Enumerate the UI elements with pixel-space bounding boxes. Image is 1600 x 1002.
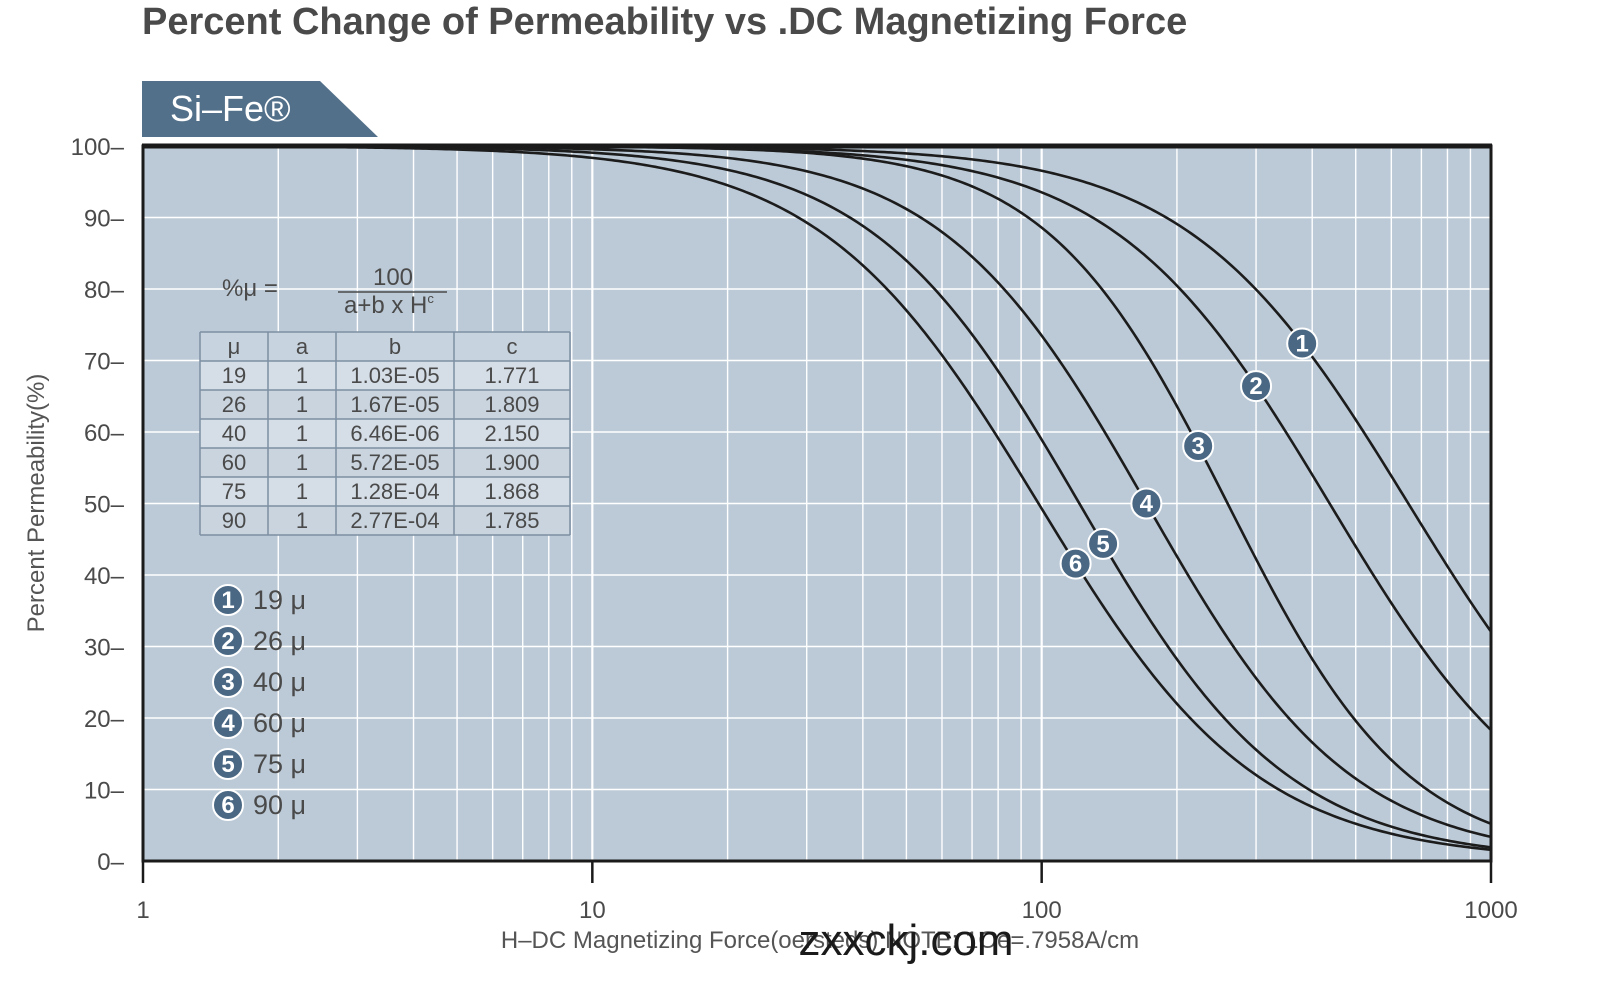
legend-label: 60 μ bbox=[253, 708, 306, 738]
x-tick-label: 1000 bbox=[1464, 897, 1517, 924]
curve-label-number: 3 bbox=[1191, 433, 1204, 460]
legend: 1 19 μ 2 26 μ 3 40 μ 4 60 μ 5 75 μ 6 90 μ bbox=[212, 584, 306, 821]
legend-badge bbox=[212, 707, 244, 739]
legend-number: 6 bbox=[221, 792, 234, 819]
legend-number: 3 bbox=[221, 669, 234, 696]
legend-number: 2 bbox=[221, 628, 234, 655]
table-cell: 90 bbox=[222, 508, 246, 533]
curve-label-badge bbox=[1182, 430, 1215, 463]
curve-label-badge bbox=[1059, 547, 1092, 580]
curve-label-badge bbox=[1130, 487, 1163, 520]
table-cell: 1.900 bbox=[484, 450, 539, 475]
table-cell: 1 bbox=[296, 421, 308, 446]
formula-numerator: 100 bbox=[373, 264, 413, 291]
table-cell: 1.785 bbox=[484, 508, 539, 533]
table-row-bg bbox=[200, 419, 570, 448]
y-tick-label: 100– bbox=[71, 134, 125, 161]
curve-label-badge bbox=[1286, 327, 1319, 360]
legend-badge bbox=[212, 584, 244, 616]
table-row-bg bbox=[200, 332, 570, 361]
table-cell: 5.72E-05 bbox=[350, 450, 439, 475]
curve-label-number: 1 bbox=[1296, 330, 1309, 357]
table-cell: 40 bbox=[222, 421, 246, 446]
y-tick-label: 0– bbox=[97, 849, 124, 876]
material-tab-label: Si–Fe® bbox=[170, 88, 291, 129]
y-tick-label: 20– bbox=[84, 706, 125, 733]
x-tick-label: 1 bbox=[136, 897, 149, 924]
table-row-bg bbox=[200, 361, 570, 390]
table-cell: 1 bbox=[296, 450, 308, 475]
legend-number: 5 bbox=[221, 751, 234, 778]
table-row-bg bbox=[200, 477, 570, 506]
table-cell: 1 bbox=[296, 479, 308, 504]
legend-label: 90 μ bbox=[253, 790, 306, 820]
table-cell: 1.28E-04 bbox=[350, 479, 439, 504]
y-axis-label: Percent Permeability(%) bbox=[23, 374, 50, 633]
y-tick-label: 70– bbox=[84, 349, 125, 376]
legend-label: 19 μ bbox=[253, 585, 306, 615]
table-cell: 60 bbox=[222, 450, 246, 475]
parameter-table: μ a b c 19 1 1.03E-05 1.771 26 1 1.67E-05 1.809 40 1 6… bbox=[199, 331, 571, 536]
table-cell: 75 bbox=[222, 479, 246, 504]
x-axis-label: H–DC Magnetizing Force(oersteds) NOTE: 1… bbox=[501, 927, 1139, 954]
table-cell: 1 bbox=[296, 392, 308, 417]
y-tick-label: 10– bbox=[84, 778, 125, 805]
table-header-cell: a bbox=[296, 334, 309, 359]
x-tick-label: 10 bbox=[579, 897, 606, 924]
x-tick-label: 100 bbox=[1022, 897, 1062, 924]
table-cell: 1.809 bbox=[484, 392, 539, 417]
table-cell: 6.46E-06 bbox=[350, 421, 439, 446]
table-header-cell: μ bbox=[228, 334, 241, 359]
table-cell: 2.77E-04 bbox=[350, 508, 439, 533]
x-ticks: 1 10 100 1000 bbox=[136, 861, 1518, 924]
curve-label-badge bbox=[1087, 527, 1120, 560]
table-row-bg bbox=[200, 448, 570, 477]
table-cell: 2.150 bbox=[484, 421, 539, 446]
y-tick-label: 80– bbox=[84, 277, 125, 304]
legend-badge bbox=[212, 748, 244, 780]
table-cell: 1 bbox=[296, 508, 308, 533]
legend-number: 1 bbox=[221, 587, 234, 614]
table-cell: 26 bbox=[222, 392, 246, 417]
formula-denominator: a+b x Hc bbox=[344, 291, 434, 319]
y-ticks: 0– 10– 20– 30– 40– 50– 60– 70– 80– 90– 100– bbox=[71, 134, 125, 876]
table-cell: 1 bbox=[296, 363, 308, 388]
legend-label: 26 μ bbox=[253, 626, 306, 656]
curve-label-badge bbox=[1240, 370, 1273, 403]
table-header-cell: b bbox=[389, 334, 401, 359]
table-cell: 19 bbox=[222, 363, 246, 388]
curve-label-number: 2 bbox=[1249, 373, 1262, 400]
y-tick-label: 40– bbox=[84, 563, 125, 590]
formula-lhs: %μ = bbox=[222, 275, 278, 302]
y-tick-label: 30– bbox=[84, 635, 125, 662]
watermark: zxxckj.com bbox=[798, 916, 1013, 965]
legend-badge bbox=[212, 625, 244, 657]
legend-number: 4 bbox=[221, 710, 235, 737]
grid bbox=[143, 146, 1491, 861]
table-row-bg bbox=[200, 506, 570, 535]
curve-label-number: 5 bbox=[1096, 531, 1109, 558]
legend-label: 75 μ bbox=[253, 749, 306, 779]
table-cell: 1.67E-05 bbox=[350, 392, 439, 417]
formula-denominator-exp: c bbox=[427, 291, 434, 306]
formula-denominator-base: a+b x H bbox=[344, 292, 427, 319]
chart-title: Percent Change of Permeability vs .DC Ma… bbox=[142, 1, 1187, 43]
table-cell: 1.771 bbox=[484, 363, 539, 388]
y-tick-label: 90– bbox=[84, 206, 125, 233]
y-tick-label: 60– bbox=[84, 420, 125, 447]
table-cell: 1.868 bbox=[484, 479, 539, 504]
table-cell: 1.03E-05 bbox=[350, 363, 439, 388]
table-header-cell: c bbox=[507, 334, 518, 359]
y-tick-label: 50– bbox=[84, 492, 125, 519]
legend-badge bbox=[212, 666, 244, 698]
curve-label-number: 6 bbox=[1069, 551, 1082, 578]
material-tab bbox=[142, 81, 378, 137]
legend-badge bbox=[212, 789, 244, 821]
table-row-bg bbox=[200, 390, 570, 419]
curve-label-number: 4 bbox=[1140, 491, 1154, 518]
legend-label: 40 μ bbox=[253, 667, 306, 697]
